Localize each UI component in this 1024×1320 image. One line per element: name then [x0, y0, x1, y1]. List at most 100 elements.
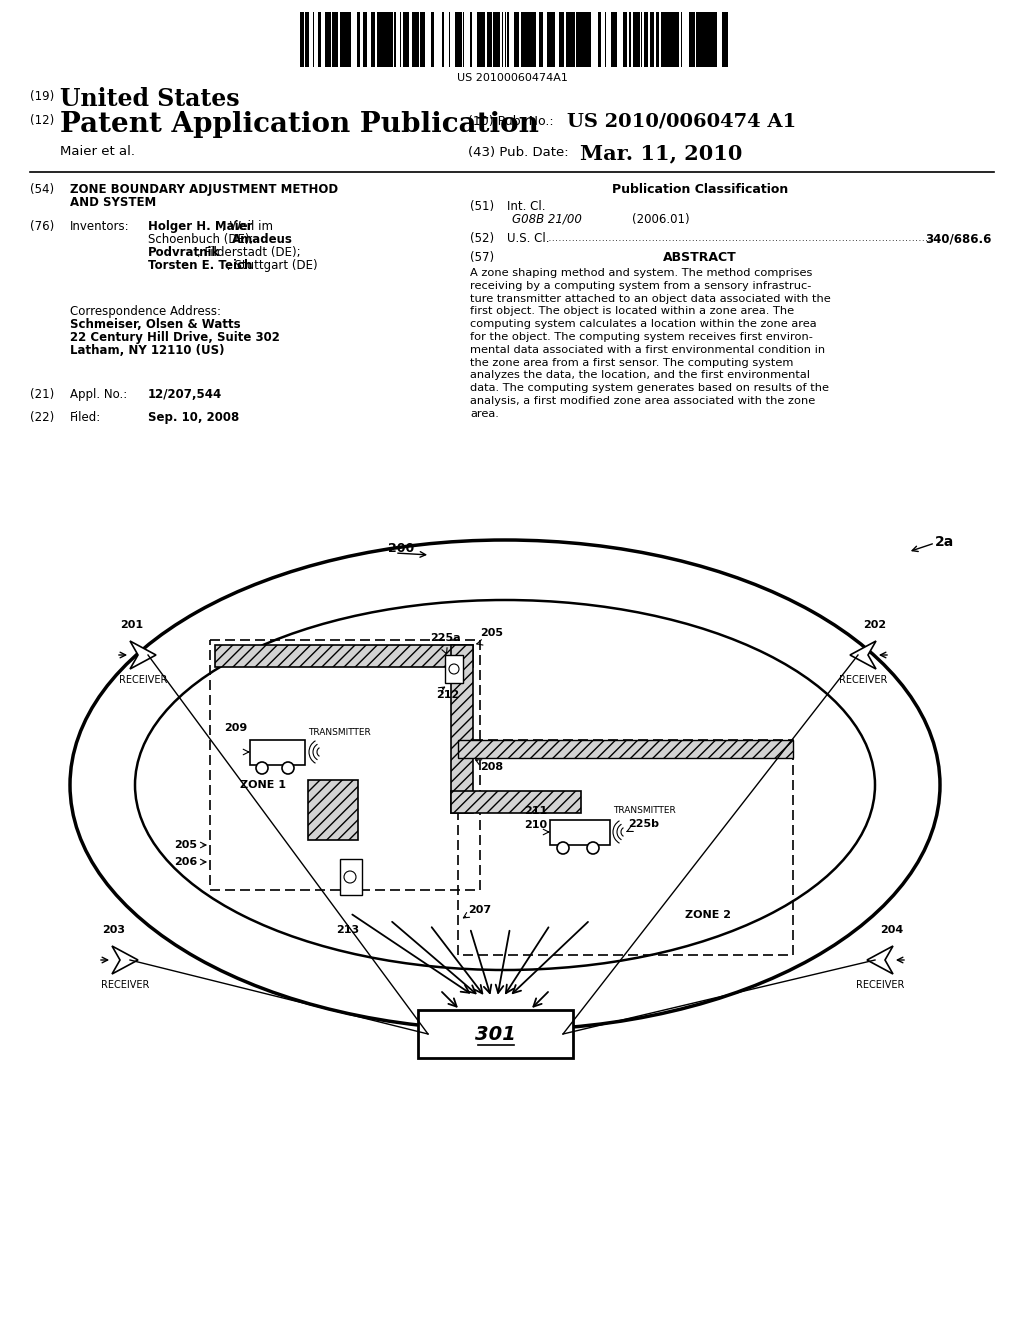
Bar — [517, 12, 519, 67]
Text: RECEIVER: RECEIVER — [839, 675, 887, 685]
Text: Podvratnik: Podvratnik — [148, 246, 220, 259]
Text: (22): (22) — [30, 411, 54, 424]
Text: RECEIVER: RECEIVER — [856, 979, 904, 990]
Bar — [301, 12, 304, 67]
Bar — [340, 859, 362, 895]
Bar — [418, 1010, 573, 1059]
Bar — [407, 12, 409, 67]
Polygon shape — [112, 946, 138, 974]
Circle shape — [587, 842, 599, 854]
Text: 212: 212 — [436, 690, 459, 700]
Text: Schmeiser, Olsen & Watts: Schmeiser, Olsen & Watts — [70, 318, 241, 331]
Circle shape — [282, 762, 294, 774]
Text: 206: 206 — [174, 857, 197, 867]
Text: Maier et al.: Maier et al. — [60, 145, 135, 158]
Bar — [657, 12, 659, 67]
Text: Sep. 10, 2008: Sep. 10, 2008 — [148, 411, 240, 424]
Bar — [583, 12, 585, 67]
Text: (52): (52) — [470, 232, 495, 246]
Text: A zone shaping method and system. The method comprises: A zone shaping method and system. The me… — [470, 268, 812, 279]
Bar — [692, 12, 695, 67]
Text: 209: 209 — [224, 723, 247, 733]
Text: 202: 202 — [863, 620, 886, 630]
Text: , Stuttgart (DE): , Stuttgart (DE) — [227, 259, 317, 272]
Bar — [459, 12, 461, 67]
Text: ZONE BOUNDARY ADJUSTMENT METHOD: ZONE BOUNDARY ADJUSTMENT METHOD — [70, 183, 338, 195]
Text: (21): (21) — [30, 388, 54, 401]
Bar — [668, 12, 670, 67]
Bar — [633, 12, 638, 67]
Text: , Filderstadt (DE);: , Filderstadt (DE); — [198, 246, 301, 259]
Bar — [629, 12, 631, 67]
Text: 211: 211 — [523, 807, 547, 816]
Bar — [470, 12, 472, 67]
Text: Inventors:: Inventors: — [70, 220, 130, 234]
Text: , Weil im: , Weil im — [222, 220, 273, 234]
Bar — [539, 12, 543, 67]
Bar — [488, 12, 492, 67]
Bar — [445, 655, 463, 682]
Text: mental data associated with a first environmental condition in: mental data associated with a first envi… — [470, 345, 825, 355]
Bar — [385, 12, 388, 67]
Bar — [458, 741, 793, 758]
Text: TRANSMITTER: TRANSMITTER — [613, 807, 676, 814]
Bar — [696, 12, 699, 67]
Text: 204: 204 — [880, 925, 903, 935]
Text: 205: 205 — [174, 840, 197, 850]
Text: 201: 201 — [120, 620, 143, 630]
Bar — [391, 12, 393, 67]
Bar — [493, 12, 496, 67]
Bar — [308, 780, 358, 840]
Bar — [388, 12, 391, 67]
Bar — [377, 12, 380, 67]
Polygon shape — [850, 642, 876, 669]
Bar — [614, 12, 617, 67]
Text: 210: 210 — [524, 820, 547, 830]
Bar — [699, 12, 705, 67]
Bar — [364, 12, 367, 67]
Text: ZONE 1: ZONE 1 — [240, 780, 286, 789]
Text: 200: 200 — [388, 543, 415, 554]
Bar — [380, 12, 384, 67]
Bar — [710, 12, 713, 67]
Text: (12): (12) — [30, 114, 54, 127]
Text: 2a: 2a — [935, 535, 954, 549]
Bar — [412, 12, 416, 67]
Bar — [421, 12, 424, 67]
Bar — [624, 12, 627, 67]
Bar — [349, 12, 351, 67]
Text: US 20100060474A1: US 20100060474A1 — [457, 73, 567, 83]
Text: receiving by a computing system from a sensory infrastruc-: receiving by a computing system from a s… — [470, 281, 811, 290]
Text: 22 Century Hill Drive, Suite 302: 22 Century Hill Drive, Suite 302 — [70, 331, 280, 345]
Text: (51): (51) — [470, 201, 495, 213]
Text: U.S. Cl.: U.S. Cl. — [507, 232, 550, 246]
Text: (43) Pub. Date:: (43) Pub. Date: — [468, 147, 568, 158]
Bar — [598, 12, 600, 67]
Bar — [451, 791, 581, 813]
Circle shape — [344, 871, 356, 883]
Bar — [612, 12, 614, 67]
Text: 207: 207 — [468, 906, 492, 915]
Bar — [588, 12, 591, 67]
Bar — [575, 12, 579, 67]
Bar — [416, 12, 419, 67]
Bar — [431, 12, 433, 67]
Bar — [644, 12, 648, 67]
Bar — [306, 12, 308, 67]
Text: analysis, a first modified zone area associated with the zone: analysis, a first modified zone area ass… — [470, 396, 815, 407]
Bar — [530, 12, 534, 67]
Bar — [515, 12, 517, 67]
Text: ture transmitter attached to an object data associated with the: ture transmitter attached to an object d… — [470, 293, 830, 304]
Text: Holger H. Maier: Holger H. Maier — [148, 220, 253, 234]
Text: Appl. No.:: Appl. No.: — [70, 388, 127, 401]
Text: 301: 301 — [475, 1024, 516, 1044]
Bar — [573, 12, 575, 67]
Bar — [521, 12, 526, 67]
Text: computing system calculates a location within the zone area: computing system calculates a location w… — [470, 319, 816, 329]
Text: 340/686.6: 340/686.6 — [926, 232, 992, 246]
Bar — [371, 12, 375, 67]
Bar — [451, 645, 473, 813]
Bar — [250, 741, 305, 766]
Text: area.: area. — [470, 409, 499, 418]
Text: Torsten E. Teich: Torsten E. Teich — [148, 259, 252, 272]
